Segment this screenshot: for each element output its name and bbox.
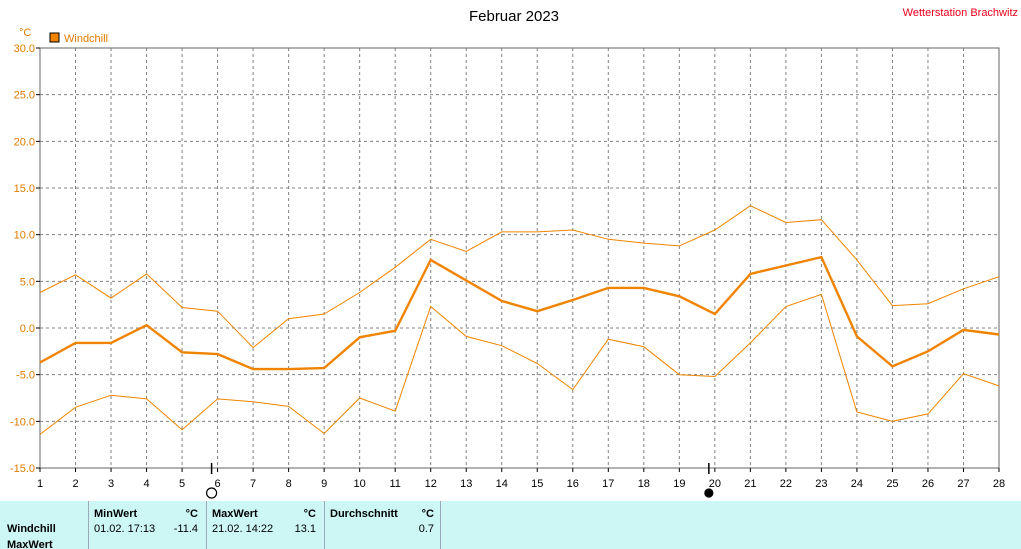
max-time: 21.02. 14:22 [212, 523, 274, 535]
legend-swatch [49, 32, 60, 43]
max-unit: °C [303, 508, 316, 520]
stats-min-col: MinWert °C 01.02. 17:13 -11.4 [88, 501, 207, 549]
unit-label: °C [19, 27, 31, 39]
avg-unit: °C [421, 508, 434, 520]
y-tick-label: -15.0 [10, 463, 35, 475]
x-tick-label: 18 [638, 478, 650, 490]
min-unit: °C [185, 508, 198, 520]
x-tick-label: 10 [354, 478, 366, 490]
x-tick-label: 12 [425, 478, 437, 490]
stats-panel: Windchill MaxWert MinWert °C 01.02. 17:1… [0, 501, 1021, 549]
x-tick-label: 22 [780, 478, 792, 490]
x-tick-label: 25 [886, 478, 898, 490]
x-tick-label: 24 [851, 478, 863, 490]
min-value: -11.4 [173, 523, 198, 535]
series-line-max [39, 205, 1000, 349]
series-line-mean [39, 255, 1000, 371]
x-tick-label: 20 [709, 478, 721, 490]
x-tick-label: 8 [286, 478, 292, 490]
chart-title: Februar 2023 [469, 8, 559, 25]
x-tick-label: 16 [567, 478, 579, 490]
x-tick-label: 11 [389, 478, 400, 490]
x-tick-label: 23 [815, 478, 827, 490]
x-tick-label: 13 [460, 478, 472, 490]
min-time: 01.02. 17:13 [94, 523, 156, 535]
series-line-min [39, 293, 1000, 435]
y-tick-label: 10.0 [14, 230, 35, 242]
x-tick-label: 3 [108, 478, 114, 490]
x-tick-label: 1 [37, 478, 43, 490]
y-tick-label: -10.0 [10, 416, 35, 428]
stats-label-col: Windchill MaxWert [0, 501, 89, 549]
x-tick-label: 21 [744, 478, 756, 490]
x-tick-label: 2 [72, 478, 78, 490]
new-moon-icon [704, 488, 714, 498]
y-tick-label: 30.0 [14, 43, 35, 55]
x-tick-label: 7 [250, 478, 256, 490]
y-tick-label: 5.0 [20, 276, 35, 288]
y-tick-label: -5.0 [16, 370, 35, 382]
avg-header: Durchschnitt [330, 508, 398, 520]
x-tick-label: 26 [922, 478, 934, 490]
x-tick-label: 9 [321, 478, 327, 490]
min-header: MinWert [94, 508, 138, 520]
legend-label: Windchill [64, 33, 108, 45]
y-tick-label: 15.0 [14, 183, 35, 195]
x-tick-label: 5 [179, 478, 185, 490]
x-tick-label: 4 [143, 478, 149, 490]
stats-avg-col: Durchschnitt °C 0.7 [324, 501, 441, 549]
x-tick-label: 15 [531, 478, 543, 490]
windchill-chart: Februar 2023 Wetterstation Brachwitz °C … [10, 7, 1018, 499]
station-name: Wetterstation Brachwitz [903, 7, 1018, 19]
stats-next-row-label: MaxWert [7, 539, 53, 549]
y-tick-label: 0.0 [20, 323, 35, 335]
x-tick-label: 6 [215, 478, 221, 490]
y-tick-label: 25.0 [14, 90, 35, 102]
max-header: MaxWert [212, 508, 258, 520]
x-tick-label: 28 [993, 478, 1005, 490]
stats-row-label: Windchill [7, 523, 56, 535]
x-tick-label: 17 [602, 478, 614, 490]
y-tick-label: 20.0 [14, 136, 35, 148]
max-value: 13.1 [294, 523, 316, 535]
stats-max-col: MaxWert °C 21.02. 14:22 13.1 [206, 501, 325, 549]
plot-frame [39, 47, 1000, 469]
x-tick-label: 14 [496, 478, 508, 490]
avg-value: 0.7 [418, 523, 434, 535]
full-moon-icon [205, 487, 218, 499]
x-tick-label: 19 [673, 478, 685, 490]
x-tick-label: 27 [957, 478, 969, 490]
